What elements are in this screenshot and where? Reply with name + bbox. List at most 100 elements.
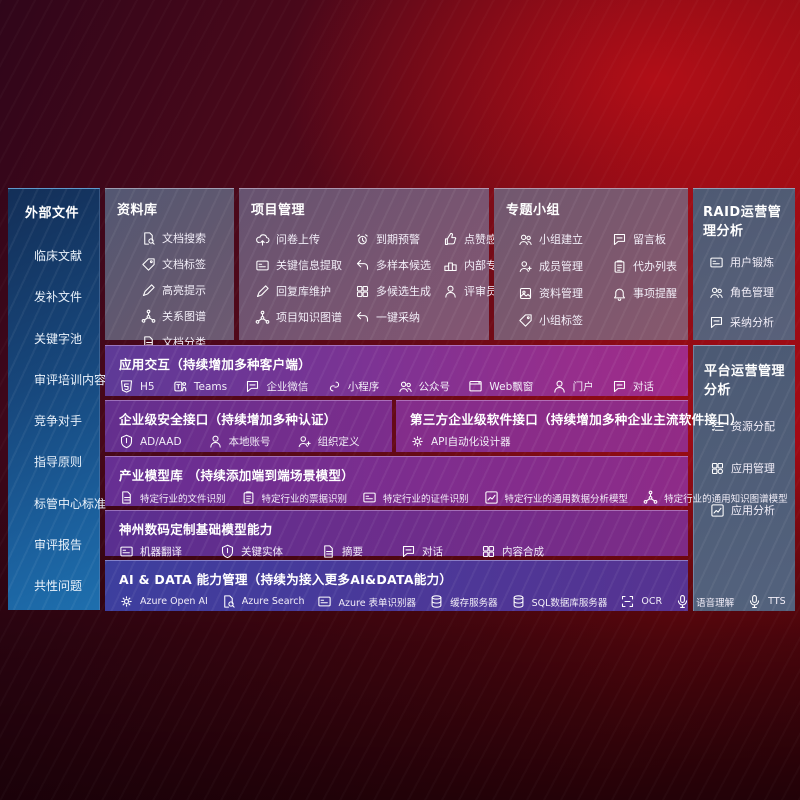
cloud-upload-icon [255,232,270,247]
cache-server-icon [429,594,444,609]
project-management-title: 项目管理 [251,203,306,218]
dialog-icon [401,544,416,559]
speech-icon [675,594,690,609]
ai-data-items: Azure Open AI Azure Search Azure 表单识别器 缓… [119,594,786,609]
feature-item: 成员管理 [518,258,612,274]
feature-item: 代办列表 [612,258,678,274]
service-item: SQL数据库服务器 [511,594,607,609]
reply-arrow-icon [355,258,370,273]
model-item: 特定行业的通用知识图谱模型 [643,490,788,505]
feature-item: 小组标签 [518,312,612,328]
people-icon [709,285,724,300]
info-extract-icon [255,258,270,273]
external-file-item: 临床文献 [34,249,83,263]
chat-icon [612,379,627,394]
feature-item: 问卷上传 [255,231,355,247]
compose-icon [481,544,496,559]
knowledge-graph-icon [255,310,270,325]
repository-title: 资料库 [117,203,158,218]
relation-graph-icon [141,309,156,324]
feature-item: 高亮提示 [141,282,224,298]
capability-item: 对话 [401,544,443,559]
service-item: Azure Open AI [119,594,208,609]
external-file-item: 关键字池 [34,331,83,346]
service-item: TTS [747,594,786,609]
platform-analysis-title: 平台运营管理分析 [704,364,786,398]
client-item: 门户 [552,379,594,394]
thirdparty-interface-title: 第三方企业级软件接口（持续增加多种企业主流软件接口） [410,412,743,427]
feature-item: 项目知识图谱 [255,309,355,325]
raid-analysis-panel: RAID运营管理分析 用户锻炼 角色管理 采纳分析 问题趋势 [693,188,795,359]
doc-search-icon [141,231,156,246]
client-item: Web飘窗 [468,379,533,394]
ranking-icon [443,258,458,273]
translate-icon [119,544,134,559]
auth-item: AD/AAD [119,434,182,449]
summary-icon [321,544,336,559]
feature-item: 文档搜索 [141,230,224,246]
portal-icon [552,379,567,394]
feature-item: 一键采纳 [355,309,443,325]
feature-item: 采纳分析 [709,314,789,330]
api-gear-icon [410,434,425,449]
capability-item: 关键实体 [220,544,283,559]
client-item: H5 [119,379,155,394]
id-card-icon [709,255,724,270]
topic-groups-panel: 专题小组 小组建立 留言板 成员管理 代办列表 资料管理 事项提醒 [494,188,688,340]
highlight-pen-icon [141,283,156,298]
client-item: Teams [173,379,227,394]
feature-item: 到期预警 [355,231,443,247]
form-recognizer-icon [317,594,332,609]
thirdparty-interface-band: 第三方企业级软件接口（持续增加多种企业主流软件接口） API自动化设计器 [396,400,743,452]
foundation-model-band: 神州数码定制基础模型能力 机器翻译 关键实体 摘要 对话 内容合成 [105,510,688,559]
tag-icon [141,257,156,272]
sql-server-icon [511,594,526,609]
tts-icon [747,594,762,609]
foundation-model-items: 机器翻译 关键实体 摘要 对话 内容合成 [119,544,676,559]
app-interaction-band: 应用交互（持续增加多种客户端） H5 Teams 企业微信 小程序 公众号 We… [105,345,688,396]
multi-generate-icon [355,284,370,299]
interface-item: API自动化设计器 [410,434,511,449]
feature-item: 用户锻炼 [709,254,789,270]
people-icon [518,232,533,247]
receipt-recognition-icon [241,490,256,505]
service-item: Azure Search [221,594,304,609]
model-item: 特定行业的文件识别 [119,490,226,505]
foundation-model-title: 神州数码定制基础模型能力 [119,522,273,537]
feature-item: 小组建立 [518,231,612,247]
cert-recognition-icon [362,490,377,505]
pen-icon [255,284,270,299]
service-item: 缓存服务器 [429,594,498,609]
local-account-icon [208,434,223,449]
alarm-icon [355,232,370,247]
official-account-icon [398,379,413,394]
topic-groups-title: 专题小组 [506,203,561,218]
external-file-item: 指导原则 [34,455,83,470]
person-add-icon [518,259,533,274]
external-file-item: 审评培训内容 [34,372,107,387]
feature-item: 留言板 [612,231,678,247]
client-item: 企业微信 [245,379,308,394]
repository-items: 文档搜索 文档标签 高亮提示 关系图谱 文档分类 [117,230,224,350]
apps-grid-icon [710,461,725,476]
qa-chat-icon [709,315,724,330]
album-icon [518,286,533,301]
thumbs-up-icon [443,232,458,247]
feature-item: 应用管理 [710,460,789,476]
industry-model-band: 产业模型库 （持续添加端到端场景模型） 特定行业的文件识别 特定行业的票据识别 … [105,456,788,506]
capability-item: 内容合成 [481,544,544,559]
thirdparty-interface-items: API自动化设计器 [410,434,676,449]
external-files-title: 外部文件 [25,206,80,221]
bbs-board-icon [612,232,627,247]
ai-data-title: AI & DATA 能力管理（持续为接入更多AI&DATA能力） [119,572,453,587]
wechat-work-icon [245,379,260,394]
service-item: Azure 表单识别器 [317,594,416,609]
org-define-icon [297,434,312,449]
feature-item: 角色管理 [709,284,789,300]
feature-item: 应用分析 [710,502,789,518]
project-management-panel: 项目管理 问卷上传 到期预警 点赞感谢 关键信息提取 多样本候选 内部专家排名 [239,188,530,340]
teams-icon [173,379,188,394]
model-item: 特定行业的通用数据分析模型 [484,490,628,505]
feature-item: 多样本候选 [355,257,443,273]
miniprogram-icon [327,379,342,394]
